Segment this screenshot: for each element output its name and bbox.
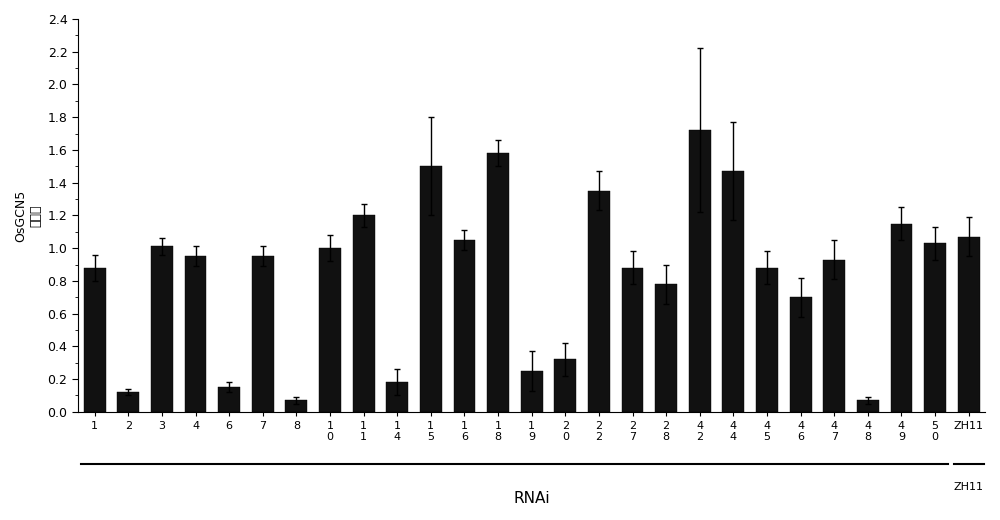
Bar: [823, 259, 845, 412]
Bar: [958, 237, 980, 412]
Bar: [790, 297, 812, 412]
Bar: [84, 268, 106, 412]
Bar: [588, 191, 610, 412]
X-axis label: RNAi: RNAi: [513, 491, 550, 506]
Bar: [722, 171, 744, 412]
Y-axis label: OsGCN5
表达量: OsGCN5 表达量: [14, 189, 42, 241]
Bar: [622, 268, 643, 412]
Bar: [924, 243, 946, 412]
Bar: [420, 166, 442, 412]
Bar: [185, 256, 206, 412]
Bar: [487, 153, 509, 412]
Bar: [891, 224, 912, 412]
Bar: [218, 387, 240, 412]
Bar: [521, 371, 543, 412]
Bar: [857, 400, 879, 412]
Bar: [554, 359, 576, 412]
Text: ZH11: ZH11: [954, 482, 984, 492]
Bar: [285, 400, 307, 412]
Bar: [689, 130, 711, 412]
Bar: [386, 382, 408, 412]
Bar: [117, 392, 139, 412]
Bar: [353, 215, 375, 412]
Bar: [756, 268, 778, 412]
Bar: [454, 240, 475, 412]
Bar: [319, 248, 341, 412]
Bar: [252, 256, 274, 412]
Bar: [151, 246, 173, 412]
Bar: [655, 284, 677, 412]
